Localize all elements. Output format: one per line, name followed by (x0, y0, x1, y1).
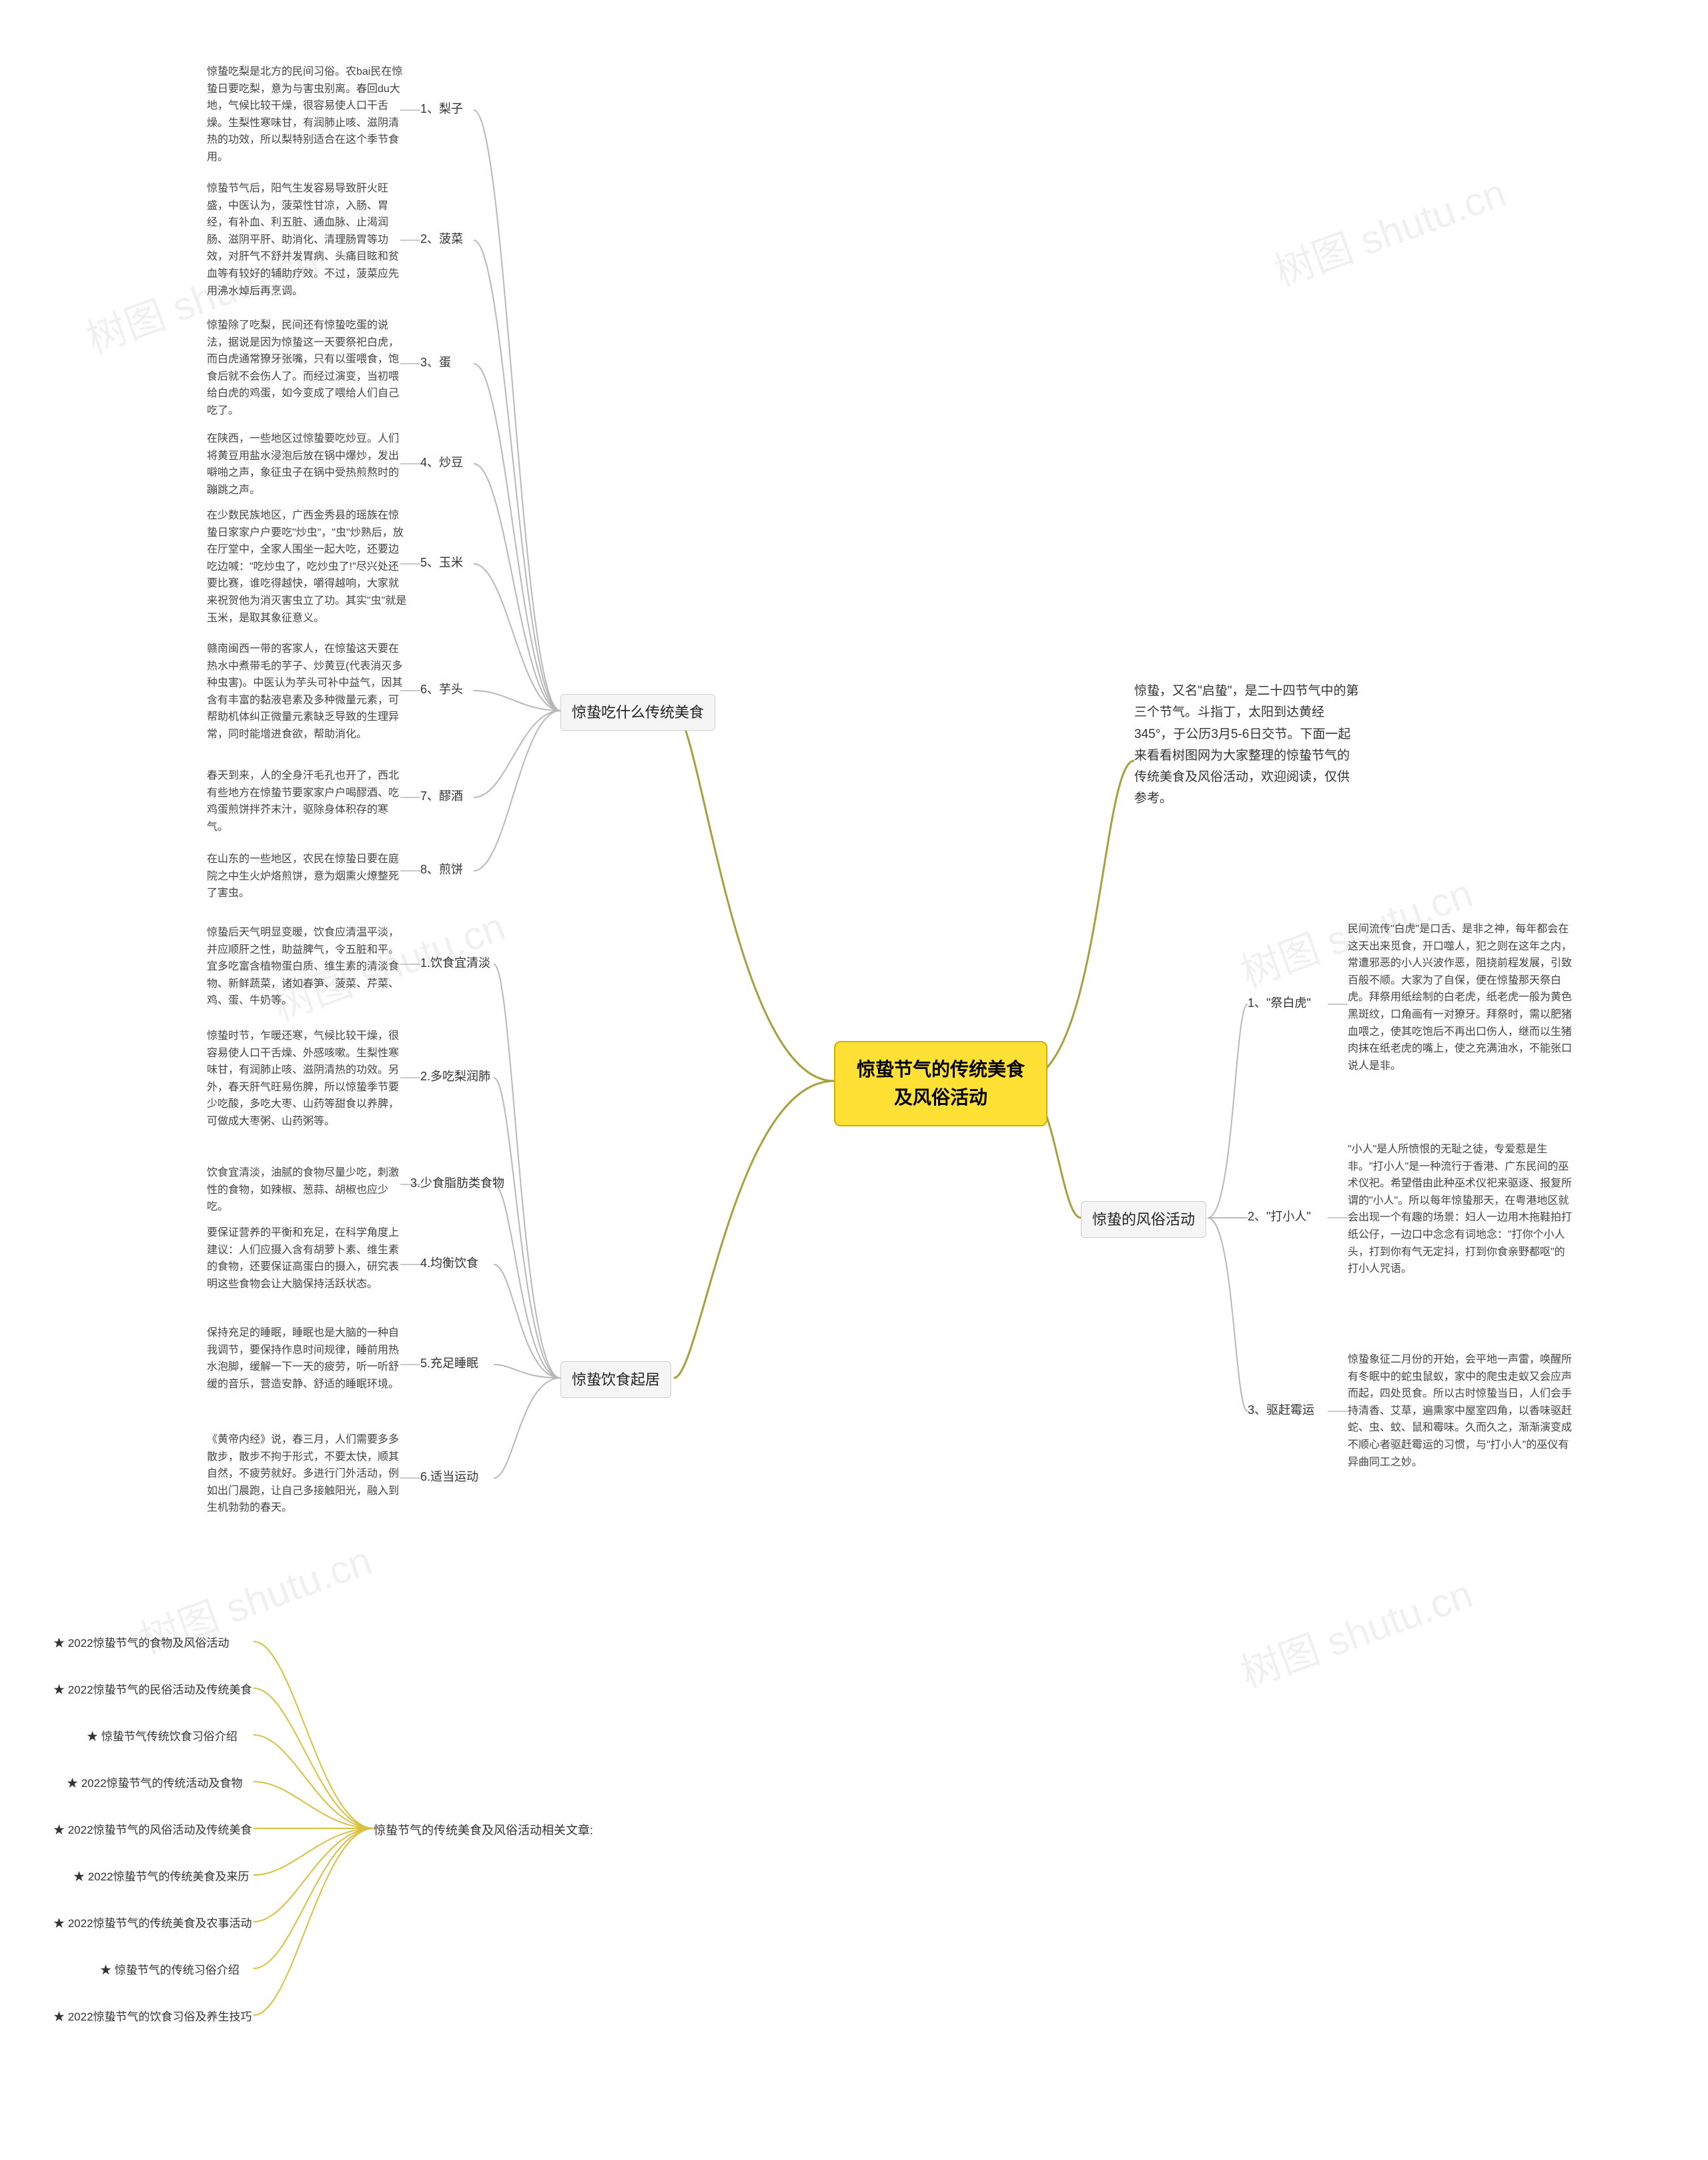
center-title: 惊蛰节气的传统美食及风俗活动 (834, 1041, 1047, 1126)
food-item: 4、炒豆 (420, 454, 463, 472)
branch-diet: 惊蛰饮食起居 (560, 1361, 671, 1398)
food-desc: 春天到来，人的全身汗毛孔也开了，西北有些地方在惊蛰节要家家户户喝醪酒、吃鸡蛋煎饼… (207, 767, 407, 835)
diet-item: 6.适当运动 (420, 1468, 478, 1486)
diet-desc: 惊蛰时节，乍暖还寒，气候比较干燥，很容易使人口干舌燥、外感咳嗽。生梨性寒味甘，有… (207, 1028, 407, 1130)
diet-desc: 要保证营养的平衡和充足，在科学角度上建议：人们应摄入含有胡萝卜素、维生素的食物，… (207, 1224, 407, 1293)
custom-desc: 惊蛰象征二月份的开始，会平地一声雷，唤醒所有冬眠中的蛇虫鼠蚁，家中的爬虫走蚁又会… (1348, 1351, 1575, 1471)
custom-item: 1、"祭白虎" (1248, 994, 1311, 1012)
food-item: 7、醪酒 (420, 787, 463, 805)
food-desc: 惊蛰吃梨是北方的民间习俗。农bai民在惊蛰日要吃梨，意为与害虫别离。春回du大地… (207, 63, 407, 166)
related-link[interactable]: ★ 2022惊蛰节气的风俗活动及传统美食 (53, 1822, 252, 1839)
diet-item: 5.充足睡眠 (420, 1355, 478, 1373)
diet-desc: 饮食宜清淡，油腻的食物尽量少吃，刺激性的食物，如辣椒、葱蒜、胡椒也应少吃。 (207, 1164, 407, 1216)
food-desc: 在少数民族地区，广西金秀县的瑶族在惊蛰日家家户户要吃"炒虫"，"虫"炒熟后，放在… (207, 507, 407, 627)
related-link[interactable]: ★ 2022惊蛰节气的饮食习俗及养生技巧 (53, 2009, 252, 2026)
custom-desc: "小人"是人所愤恨的无耻之徒，专爱惹是生非。"打小人"是一种流行于香港、广东民间… (1348, 1141, 1575, 1278)
food-desc: 惊蛰除了吃梨，民间还有惊蛰吃蛋的说法，据说是因为惊蛰这一天要祭祀白虎，而白虎通常… (207, 317, 407, 420)
related-link[interactable]: ★ 惊蛰节气传统饮食习俗介绍 (87, 1728, 238, 1746)
food-item: 3、蛋 (420, 354, 451, 372)
diet-desc: 保持充足的睡眠，睡眠也是大脑的一种自我调节，要保持作息时间规律，睡前用热水泡脚，… (207, 1325, 407, 1393)
watermark: 树图 shutu.cn (1232, 1561, 1479, 1699)
diet-item: 3.少食脂肪类食物 (410, 1174, 504, 1192)
custom-item: 2、"打小人" (1248, 1208, 1311, 1226)
related-link[interactable]: ★ 2022惊蛰节气的食物及风俗活动 (53, 1635, 230, 1652)
related-link[interactable]: ★ 2022惊蛰节气的传统美食及来历 (73, 1868, 250, 1886)
custom-desc: 民间流传"白虎"是口舌、是非之神，每年都会在这天出来觅食，开口噬人，犯之则在这年… (1348, 921, 1575, 1074)
branch-customs: 惊蛰的风俗活动 (1081, 1201, 1206, 1238)
diet-desc: 惊蛰后天气明显变暖，饮食应清温平淡，并应顺肝之性，助益脾气，令五脏和平。宜多吃富… (207, 924, 407, 1010)
food-desc: 惊蛰节气后，阳气生发容易导致肝火旺盛，中医认为，菠菜性甘凉，入肠、胃经，有补血、… (207, 180, 407, 300)
food-desc: 在山东的一些地区，农民在惊蛰日要在庭院之中生火炉烙煎饼，意为烟熏火燎整死了害虫。 (207, 851, 407, 902)
branch-foods: 惊蛰吃什么传统美食 (560, 694, 715, 731)
diet-desc: 《黄帝内经》说，春三月，人们需要多多散步，散步不拘于形式，不要太快，顺其自然，不… (207, 1431, 407, 1517)
food-item: 1、梨子 (420, 100, 463, 118)
branch-related: 惊蛰节气的传统美食及风俗活动相关文章: (374, 1822, 593, 1840)
food-item: 6、芋头 (420, 681, 463, 699)
food-desc: 赣南闽西一带的客家人，在惊蛰这天要在热水中煮带毛的芋子、炒黄豆(代表消灭多种虫害… (207, 641, 407, 743)
related-link[interactable]: ★ 2022惊蛰节气的民俗活动及传统美食 (53, 1682, 252, 1699)
related-link[interactable]: ★ 2022惊蛰节气的传统美食及农事活动 (53, 1915, 252, 1932)
food-item: 5、玉米 (420, 554, 463, 572)
watermark: 树图 shutu.cn (1265, 160, 1513, 298)
intro-text: 惊蛰，又名"启蛰"，是二十四节气中的第三个节气。斗指丁，太阳到达黄经345°，于… (1134, 681, 1361, 810)
diet-item: 2.多吃梨润肺 (420, 1068, 490, 1086)
diet-item: 1.饮食宜清淡 (420, 954, 490, 972)
food-item: 8、煎饼 (420, 861, 463, 879)
related-link[interactable]: ★ 2022惊蛰节气的传统活动及食物 (67, 1775, 243, 1792)
custom-item: 3、驱赶霉运 (1248, 1401, 1314, 1419)
related-link[interactable]: ★ 惊蛰节气的传统习俗介绍 (100, 1962, 240, 1979)
diet-item: 4.均衡饮食 (420, 1254, 478, 1273)
food-desc: 在陕西，一些地区过惊蛰要吃炒豆。人们将黄豆用盐水浸泡后放在锅中爆炒，发出噼啪之声… (207, 430, 407, 498)
food-item: 2、菠菜 (420, 230, 463, 248)
